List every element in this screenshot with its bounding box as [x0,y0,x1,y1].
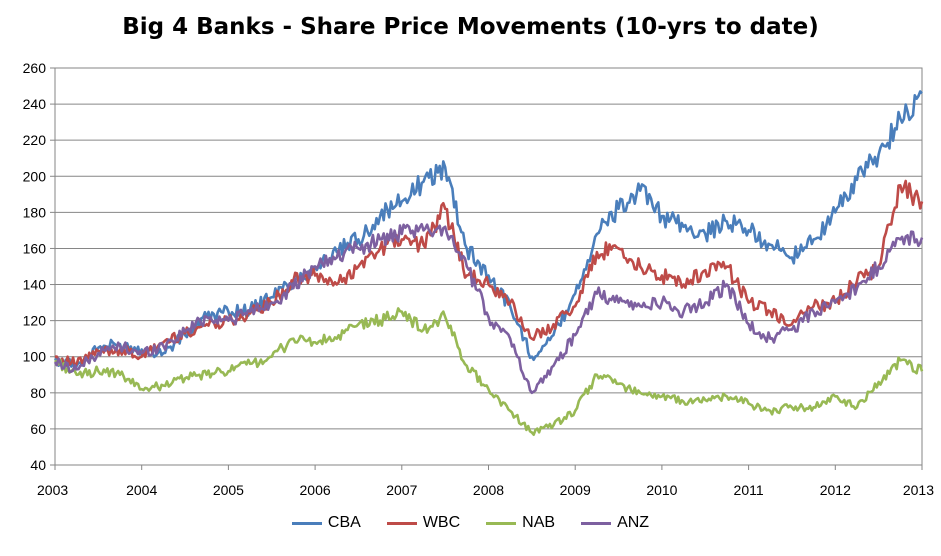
legend-item-anz: ANZ [581,514,649,532]
x-tick-label: 2008 [473,482,504,498]
legend-label: ANZ [617,514,650,531]
series-layer [53,90,924,437]
x-tick-label: 2005 [213,482,244,498]
series-line-nab [54,307,924,437]
x-tick-label: 2007 [386,482,417,498]
x-tick-label: 2010 [646,482,677,498]
legend-label: WBC [422,514,461,531]
y-tick-label: 220 [23,132,47,148]
x-tick-label: 2011 [734,482,764,498]
legend-item-cba: CBA [291,514,361,532]
x-tick-label: 2004 [126,482,157,498]
legend: CBA WBC NAB ANZ [0,514,941,532]
y-tick-label: 160 [23,240,47,256]
y-tick-label: 180 [23,204,47,220]
y-tick-label: 40 [30,457,46,473]
x-tick-label: 2013 [903,482,934,498]
y-tick-label: 260 [23,60,47,76]
y-tick-label: 60 [30,421,46,437]
legend-label: NAB [522,514,556,531]
x-tick-label: 2006 [300,482,331,498]
legend-swatch [291,521,322,525]
y-tick-label: 140 [23,277,47,293]
series-line-anz [53,222,924,395]
gridlines [55,67,922,466]
y-tick-label: 240 [23,96,47,112]
y-axis: 40 60 80 100 120 140 160 180 200 220 240 260 [23,60,55,473]
legend-swatch [386,521,417,525]
y-tick-label: 100 [23,349,47,365]
y-tick-label: 80 [30,385,46,401]
y-tick-label: 120 [23,313,47,329]
plot-area-frame [54,67,923,466]
legend-swatch [486,521,517,525]
x-tick-label: 2009 [560,482,591,498]
legend-label: CBA [327,514,361,531]
legend-item-wbc: WBC [386,514,461,532]
legend-swatch [581,521,612,525]
x-tick-label: 2012 [820,482,851,498]
x-tick-label: 2003 [37,482,68,498]
series-line-wbc [54,179,924,368]
chart-title: Big 4 Banks - Share Price Movements (10-… [122,14,819,40]
x-axis: 2003 2004 2005 2006 2007 2008 2009 2010 2011 2012… [37,465,934,498]
y-tick-label: 200 [23,168,47,184]
legend-item-nab: NAB [486,514,555,532]
